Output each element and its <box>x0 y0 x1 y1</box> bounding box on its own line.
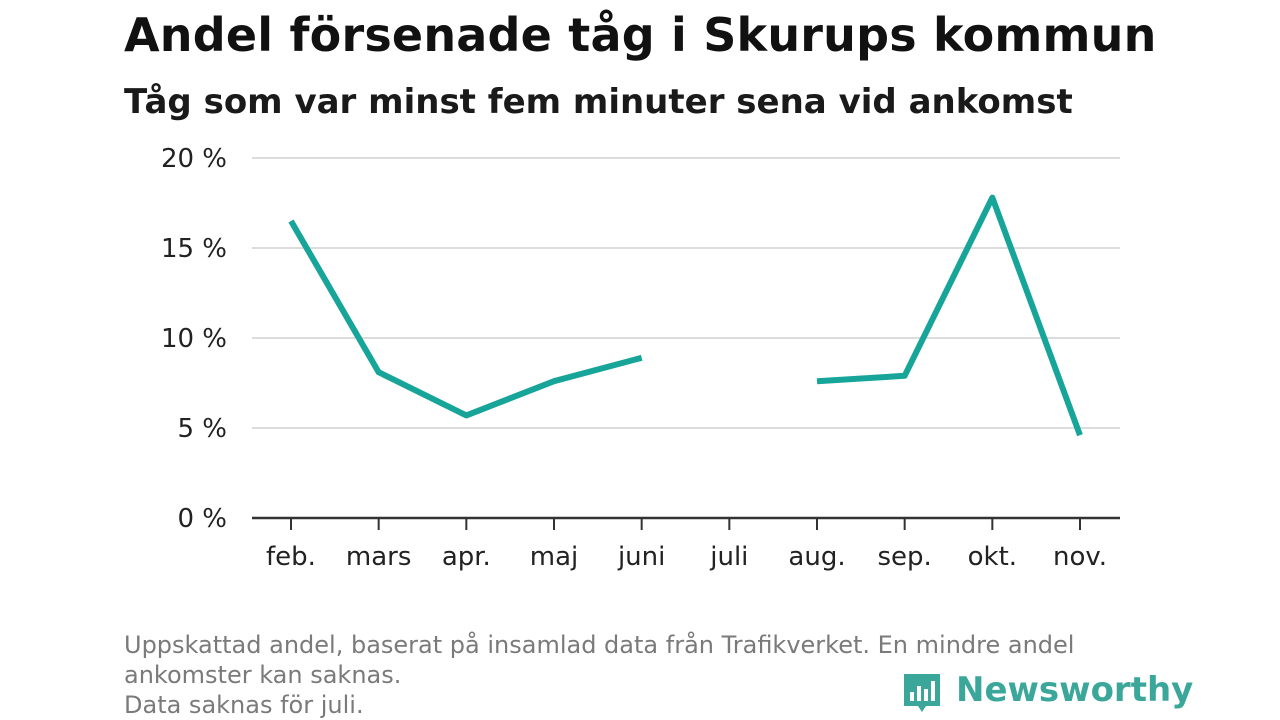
footnote-line: ankomster kan saknas. <box>124 661 402 689</box>
gridlines <box>252 157 1120 429</box>
series-line-segment <box>288 219 643 419</box>
x-tick-label: juli <box>709 542 748 572</box>
chart-subtitle: Tåg som var minst fem minuter sena vid a… <box>124 82 1073 122</box>
x-tick-label: apr. <box>442 542 491 572</box>
y-tick-label: 20 % <box>161 144 227 174</box>
x-tick-label: sep. <box>878 542 932 572</box>
x-tick-label: juni <box>617 542 665 572</box>
y-axis-ticks: 0 % 5 % 10 % 15 % 20 % <box>161 144 227 534</box>
x-axis: feb. mars apr. maj juni juli aug. sep. okt. nov. <box>252 516 1120 572</box>
y-tick-label: 15 % <box>161 234 227 264</box>
series-line-segment <box>816 194 1083 437</box>
brand-name: Newsworthy <box>956 670 1194 710</box>
series-lines <box>288 194 1083 437</box>
x-tick-label: aug. <box>788 542 845 572</box>
newsworthy-logo: Newsworthy <box>900 670 1193 720</box>
y-tick-label: 0 % <box>177 504 227 534</box>
footnote: Uppskattad andel, baserat på insamlad da… <box>124 630 1154 720</box>
footnote-line: Data saknas för juli. <box>124 691 364 719</box>
footnote-line: Uppskattad andel, baserat på insamlad da… <box>124 631 1075 659</box>
newsworthy-bar-chart-icon <box>904 674 940 712</box>
y-tick-label: 10 % <box>161 324 227 354</box>
x-tick-label: maj <box>530 542 578 572</box>
y-tick-label: 5 % <box>177 414 227 444</box>
line-chart: 0 % 5 % 10 % 15 % 20 % feb. mars apr. maj juni ju… <box>161 144 1120 572</box>
x-tick-label: okt. <box>968 542 1017 572</box>
x-tick-label: mars <box>346 542 412 572</box>
chart-title: Andel försenade tåg i Skurups kommun <box>124 8 1157 62</box>
x-tick-label: feb. <box>266 542 316 572</box>
x-tick-label: nov. <box>1053 542 1107 572</box>
